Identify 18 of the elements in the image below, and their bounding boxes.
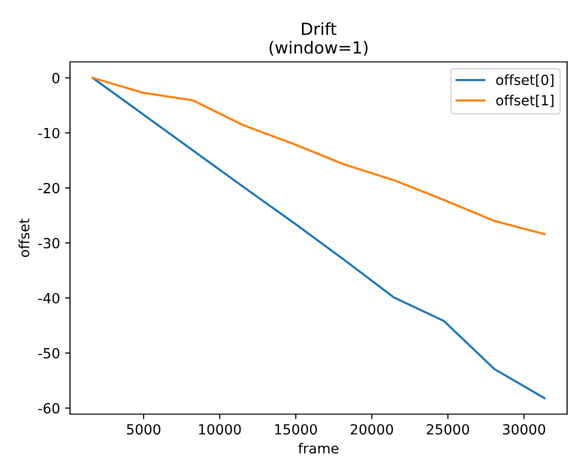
y-tick-label: 0 <box>52 72 60 84</box>
y-axis-title: offset <box>18 218 30 257</box>
legend-label: offset[0] <box>496 74 554 87</box>
x-tick-label: 10000 <box>199 424 241 435</box>
x-tick-label: 20000 <box>350 424 393 435</box>
y-tick-label: -10 <box>38 128 60 138</box>
x-axis-title: frame <box>298 442 338 454</box>
y-tick-label: -30 <box>38 238 60 248</box>
x-tick-label: 15000 <box>275 424 317 435</box>
y-tick-label: -20 <box>38 182 60 194</box>
x-tick-label: 5000 <box>126 424 160 435</box>
y-tick-label: -40 <box>38 292 60 304</box>
x-tick-label: 25000 <box>426 424 470 435</box>
y-tick-label: -50 <box>38 348 60 359</box>
chart-title: Drift (window=1) <box>270 22 368 56</box>
y-tick-label: -60 <box>38 403 60 414</box>
x-tick-label: 30000 <box>502 424 546 435</box>
legend-label: offset[1] <box>496 94 554 108</box>
